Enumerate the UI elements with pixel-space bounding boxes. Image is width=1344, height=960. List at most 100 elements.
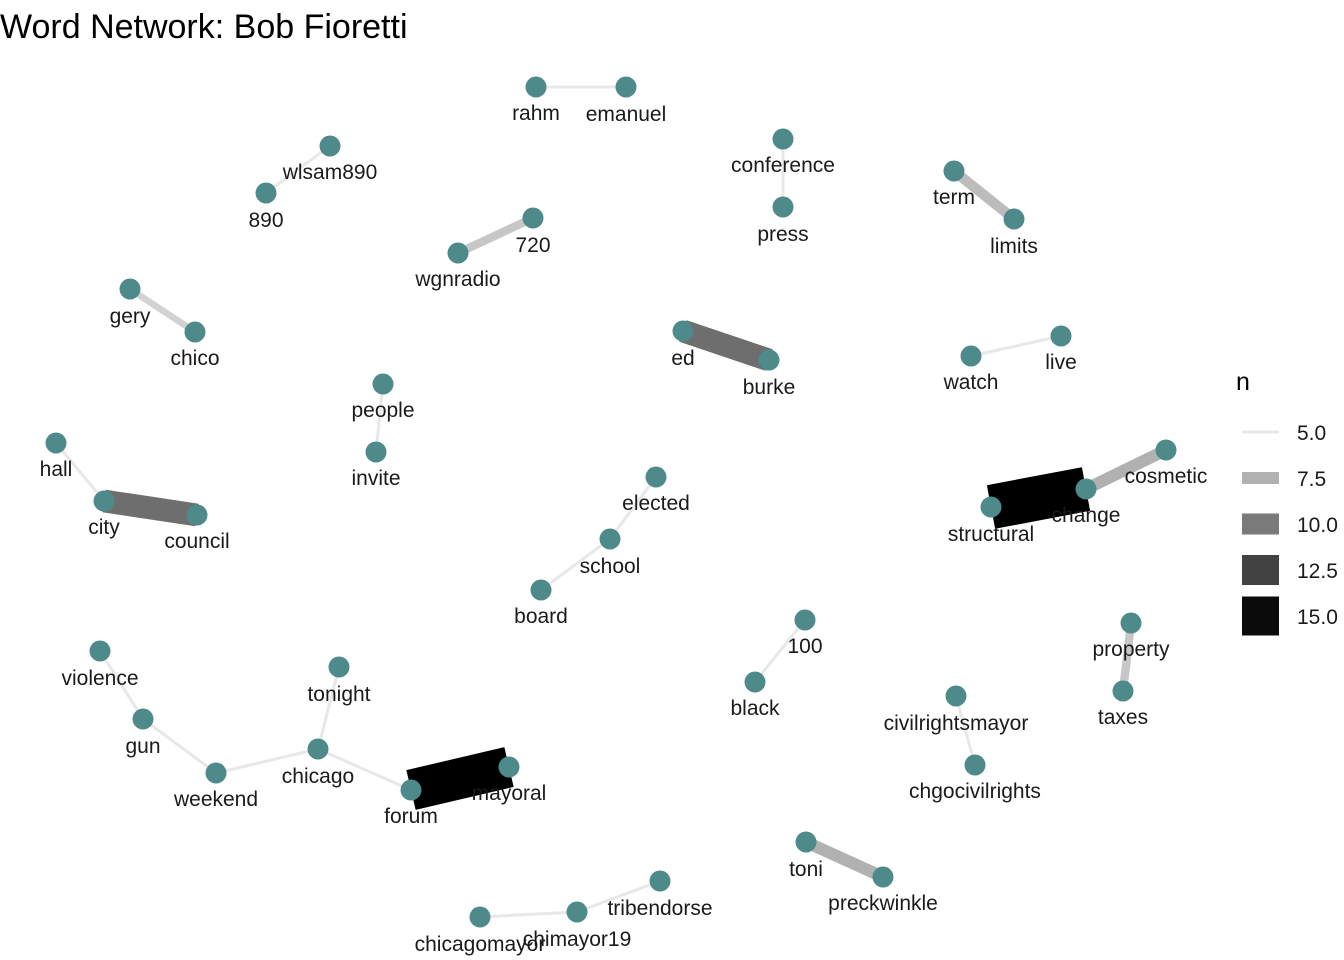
node-label-live: live <box>1045 351 1077 374</box>
edge-term-limits <box>950 167 1018 223</box>
edge-civilrightsmayor-chgocivilrights <box>954 695 977 766</box>
node-conference <box>772 128 794 150</box>
legend-label: 5.0 <box>1297 422 1326 445</box>
node-chicago <box>307 738 329 760</box>
legend-label: 12.5 <box>1297 560 1338 583</box>
node-violence <box>89 640 111 662</box>
edge-chicagomayor-chimayor19 <box>479 910 578 919</box>
node-school <box>599 528 621 550</box>
legend-label: 15.0 <box>1297 606 1338 629</box>
node-label-gun: gun <box>125 735 160 758</box>
node-label-tonight: tonight <box>307 683 370 706</box>
edge-wlsam890-890 <box>265 144 331 195</box>
node-label-tribendorse: tribendorse <box>607 897 712 920</box>
node-label-property: property <box>1092 638 1170 661</box>
edge-gery-chico <box>128 286 197 335</box>
node-label-elected: elected <box>622 492 690 515</box>
node-chgocivilrights <box>964 754 986 776</box>
legend: n 5.0 7.5 10.0 12.5 15.0 <box>1236 368 1338 638</box>
edge-structural-change <box>986 467 1091 529</box>
node-wgnradio <box>447 242 469 264</box>
legend-title: n <box>1236 368 1250 396</box>
node-label-structural: structural <box>948 523 1034 546</box>
edges-layer <box>54 85 1169 919</box>
node-label-forum: forum <box>384 805 438 828</box>
node-preckwinkle <box>872 866 894 888</box>
edge-ed-burke <box>679 320 773 371</box>
labels-layer: rahm emanuel wlsam890 890 conference press ter… <box>40 102 1208 956</box>
node-term <box>943 160 965 182</box>
edge-forum-mayoral <box>406 747 514 810</box>
node-burke <box>758 349 780 371</box>
edge-toni-preckwinkle <box>803 836 886 883</box>
node-label-chicagomayor: chicagomayor <box>415 933 546 956</box>
node-label-890: 890 <box>248 209 283 232</box>
node-press <box>772 196 794 218</box>
edge-violence-gun <box>98 650 145 720</box>
edge-gun-weekend <box>142 717 217 775</box>
edge-tonight-chicago <box>316 666 341 750</box>
node-label-chicago: chicago <box>282 765 354 788</box>
node-city <box>93 490 115 512</box>
node-tribendorse <box>649 870 671 892</box>
node-label-hall: hall <box>40 458 73 481</box>
node-890 <box>255 182 277 204</box>
edge-chicago-forum <box>317 747 412 792</box>
node-gery <box>119 278 141 300</box>
node-watch <box>960 345 982 367</box>
node-label-people: people <box>351 399 414 422</box>
edge-city-council <box>102 489 199 527</box>
node-change <box>1075 478 1097 500</box>
node-chimayor19 <box>566 901 588 923</box>
node-label-board: board <box>514 605 568 628</box>
node-label-watch: watch <box>943 371 999 394</box>
node-label-civilrightsmayor: civilrightsmayor <box>884 712 1029 735</box>
node-live <box>1050 325 1072 347</box>
legend-label: 10.0 <box>1297 514 1338 537</box>
node-chicagomayor <box>469 906 491 928</box>
node-label-chico: chico <box>170 347 219 370</box>
chart-title: Word Network: Bob Fioretti <box>0 8 408 46</box>
node-label-emanuel: emanuel <box>586 103 667 126</box>
legend-entries: 5.0 7.5 10.0 12.5 15.0 <box>1236 410 1338 638</box>
node-chico <box>184 321 206 343</box>
node-cosmetic <box>1155 439 1177 461</box>
node-label-wlsam890: wlsam890 <box>282 161 378 184</box>
edge-school-board <box>540 537 611 592</box>
node-label-conference: conference <box>731 154 835 177</box>
node-label-720: 720 <box>515 234 550 257</box>
node-tonight <box>328 656 350 678</box>
node-label-black: black <box>730 697 780 720</box>
node-black <box>744 671 766 693</box>
node-label-toni: toni <box>789 858 823 881</box>
node-label-mayoral: mayoral <box>472 782 547 805</box>
node-taxes <box>1112 680 1134 702</box>
node-limits <box>1003 208 1025 230</box>
node-label-weekend: weekend <box>173 788 258 811</box>
edge-watch-live <box>970 334 1062 358</box>
node-forum <box>400 779 422 801</box>
node-100 <box>794 609 816 631</box>
node-label-press: press <box>757 223 808 246</box>
node-label-term: term <box>933 186 975 209</box>
edge-elected-school <box>608 476 658 540</box>
edge-wgnradio-720 <box>456 214 535 257</box>
node-label-violence: violence <box>61 667 138 690</box>
node-label-change: change <box>1052 504 1121 527</box>
node-label-city: city <box>88 516 120 539</box>
legend-label: 7.5 <box>1297 468 1326 491</box>
node-label-gery: gery <box>110 305 151 328</box>
node-council <box>186 504 208 526</box>
node-label-cosmetic: cosmetic <box>1125 465 1208 488</box>
node-label-limits: limits <box>990 235 1038 258</box>
node-label-council: council <box>164 530 229 553</box>
node-label-100: 100 <box>787 635 822 658</box>
node-toni <box>795 831 817 853</box>
node-civilrightsmayor <box>945 685 967 707</box>
edge-chimayor19-tribendorse <box>576 879 661 914</box>
node-wlsam890 <box>319 135 341 157</box>
node-weekend <box>205 762 227 784</box>
node-property <box>1120 612 1142 634</box>
node-label-taxes: taxes <box>1098 706 1148 729</box>
